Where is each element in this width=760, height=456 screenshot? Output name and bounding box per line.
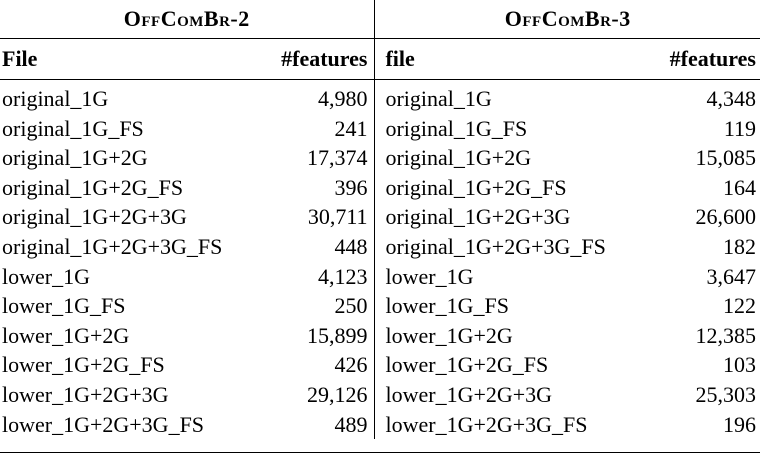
column-divider — [373, 143, 376, 173]
group-header-row: OffComBr-2 OffComBr-3 — [0, 0, 760, 39]
table-row: lower_1G+2G+3G 29,126 lower_1G+2G+3G 25,303 — [0, 379, 760, 410]
right-features-cell: 4,348 — [706, 86, 757, 111]
left-features-cell: 396 — [334, 174, 368, 200]
column-header-row: File #features file #features — [0, 38, 760, 80]
column-divider — [373, 261, 376, 292]
left-file-cell: lower_1G+2G+3G_FS — [2, 411, 205, 437]
right-file-cell: original_1G+2G+3G — [385, 204, 571, 230]
column-divider — [373, 0, 376, 39]
left-file-cell: original_1G — [2, 86, 109, 111]
left-file-cell: original_1G_FS — [2, 115, 144, 141]
table-body: original_1G 4,980 original_1G 4,348 original… — [0, 79, 760, 440]
right-features-cell: 25,303 — [695, 381, 757, 407]
right-file-cell: lower_1G+2G+3G_FS — [385, 411, 588, 437]
column-divider — [373, 38, 376, 80]
left-file-cell: lower_1G_FS — [2, 293, 126, 319]
right-file-cell: lower_1G+2G+3G — [385, 381, 553, 407]
features-table: OffComBr-2 OffComBr-3 File #features fil… — [0, 0, 760, 440]
table-row: original_1G 4,980 original_1G 4,348 — [0, 79, 760, 114]
table-row: original_1G+2G+3G 30,711 original_1G+2G+3G… — [0, 202, 760, 232]
left-features-cell: 426 — [334, 352, 368, 378]
right-features-cell: 122 — [723, 293, 756, 319]
left-features-cell: 4,980 — [318, 86, 368, 111]
header-right-features: #features — [642, 38, 760, 80]
left-features-cell: 15,899 — [307, 322, 368, 348]
column-divider — [373, 350, 376, 380]
left-features-cell: 29,126 — [307, 381, 368, 407]
column-divider — [373, 409, 376, 440]
bottom-rule — [0, 452, 760, 453]
right-file-cell: lower_1G+2G — [385, 322, 513, 348]
right-features-cell: 196 — [723, 411, 756, 437]
right-features-cell: 3,647 — [706, 263, 757, 289]
table-row: original_1G+2G_FS 396 original_1G+2G_FS 164 — [0, 172, 760, 203]
column-divider — [373, 320, 376, 351]
right-file-cell: lower_1G — [385, 263, 474, 289]
table-row: lower_1G 4,123 lower_1G 3,647 — [0, 261, 760, 292]
left-file-cell: lower_1G+2G+3G — [2, 381, 169, 407]
left-features-cell: 30,711 — [307, 204, 368, 230]
table-row: lower_1G+2G 15,899 lower_1G+2G 12,385 — [0, 320, 760, 351]
left-file-cell: original_1G+2G_FS — [2, 174, 184, 200]
header-left-features: #features — [263, 38, 374, 80]
left-file-cell: original_1G+2G+3G — [2, 204, 187, 230]
column-divider — [373, 202, 376, 232]
header-left-file: File — [0, 38, 264, 80]
right-features-cell: 119 — [723, 115, 756, 141]
table-row: lower_1G_FS 250 lower_1G_FS 122 — [0, 291, 760, 321]
column-divider — [373, 231, 376, 262]
right-file-cell: original_1G — [385, 86, 492, 111]
right-features-cell: 26,600 — [695, 204, 757, 230]
right-features-cell: 182 — [723, 233, 756, 259]
group-header-offcombr3: OffComBr-3 — [504, 6, 631, 31]
right-file-cell: original_1G+2G+3G_FS — [385, 233, 606, 259]
right-file-cell: lower_1G_FS — [385, 293, 509, 319]
left-features-cell: 241 — [334, 115, 368, 141]
left-file-cell: lower_1G+2G — [2, 322, 130, 348]
left-features-cell: 448 — [334, 233, 368, 259]
column-divider — [373, 172, 376, 203]
group-header-offcombr2: OffComBr-2 — [123, 6, 250, 31]
right-features-cell: 103 — [723, 352, 756, 378]
column-divider — [373, 291, 376, 321]
left-features-cell: 4,123 — [318, 263, 368, 289]
left-features-cell: 250 — [334, 293, 368, 319]
left-file-cell: lower_1G+2G_FS — [2, 352, 165, 378]
header-right-file: file — [375, 38, 643, 80]
table-row: lower_1G+2G_FS 426 lower_1G+2G_FS 103 — [0, 350, 760, 380]
table-row: original_1G+2G 17,374 original_1G+2G 15,085 — [0, 143, 760, 173]
left-file-cell: original_1G+2G+3G_FS — [2, 233, 223, 259]
column-divider — [373, 113, 376, 144]
right-features-cell: 164 — [723, 174, 756, 200]
right-file-cell: original_1G_FS — [385, 115, 528, 141]
left-file-cell: lower_1G — [2, 263, 90, 289]
right-file-cell: lower_1G+2G_FS — [385, 352, 549, 378]
table-row: original_1G_FS 241 original_1G_FS 119 — [0, 113, 760, 144]
table-row: lower_1G+2G+3G_FS 489 lower_1G+2G+3G_FS 196 — [0, 409, 760, 440]
left-file-cell: original_1G+2G — [2, 145, 148, 171]
left-features-cell: 489 — [334, 411, 368, 437]
column-divider — [373, 79, 376, 114]
right-features-cell: 12,385 — [695, 322, 757, 348]
left-features-cell: 17,374 — [307, 145, 368, 171]
right-file-cell: original_1G+2G_FS — [385, 174, 567, 200]
table-row: original_1G+2G+3G_FS 448 original_1G+2G+3G… — [0, 231, 760, 262]
column-divider — [373, 379, 376, 410]
right-features-cell: 15,085 — [695, 145, 757, 171]
right-file-cell: original_1G+2G — [385, 145, 532, 171]
